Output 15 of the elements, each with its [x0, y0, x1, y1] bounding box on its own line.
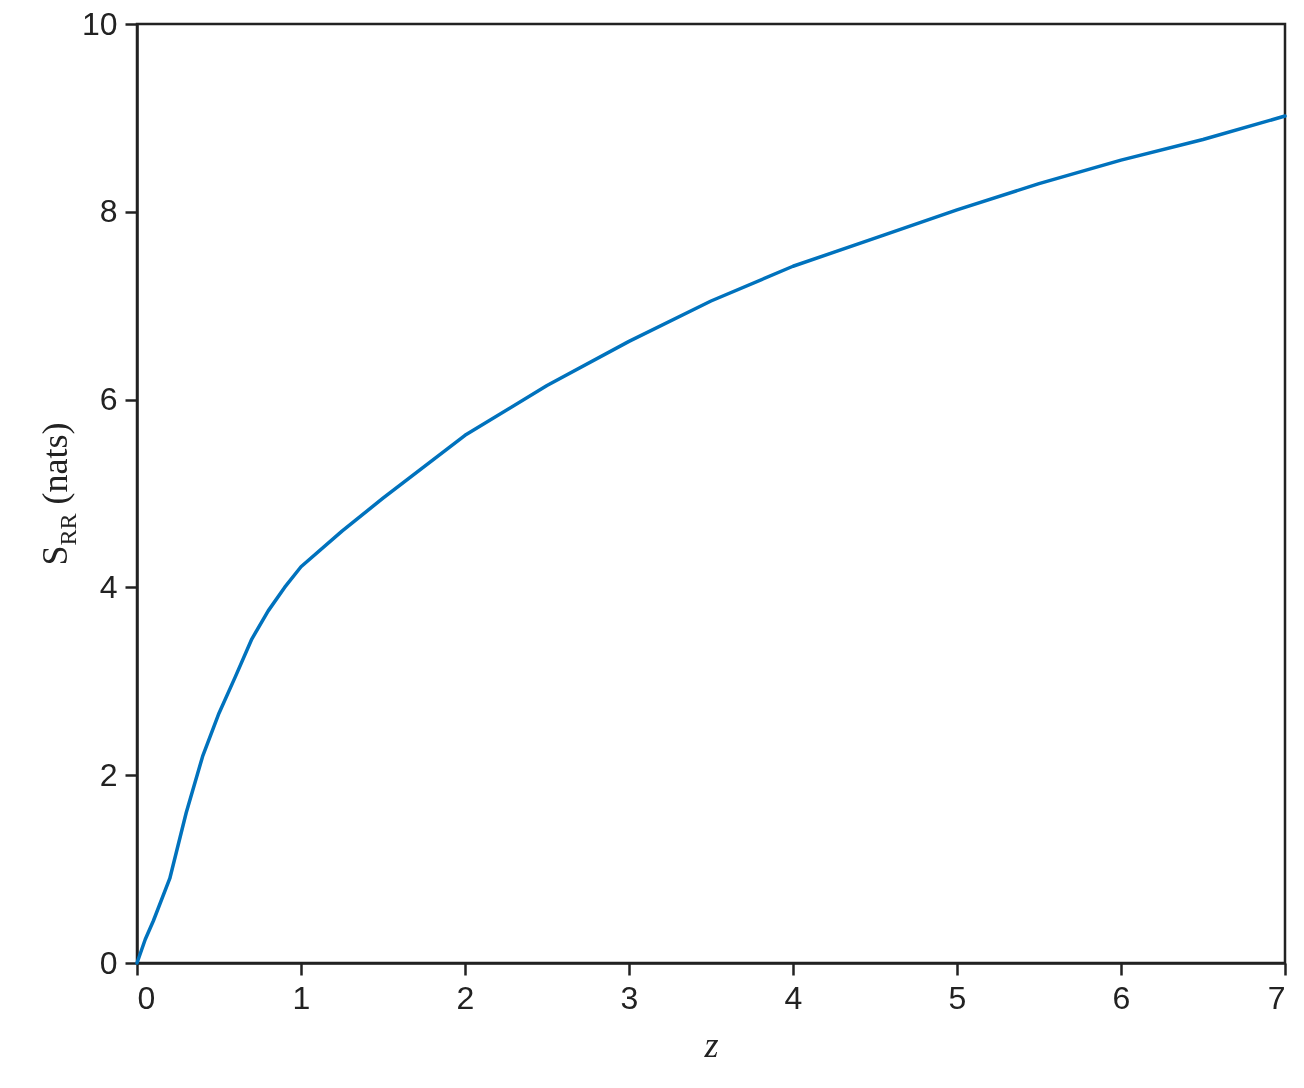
y-tick-label: 2 — [99, 756, 118, 793]
y-tick-label: 10 — [81, 5, 118, 42]
x-tick-label: 2 — [456, 979, 475, 1016]
y-tick-label: 4 — [99, 568, 118, 605]
x-tick-label: 5 — [948, 979, 967, 1016]
x-axis-title: z — [703, 1024, 719, 1065]
x-tick-label: 3 — [620, 979, 639, 1016]
x-tick-label: 7 — [1267, 979, 1286, 1016]
y-tick-label: 8 — [99, 193, 118, 230]
x-tick-label: 4 — [784, 979, 803, 1016]
y-tick-label: 0 — [99, 944, 118, 981]
x-tick-label: 6 — [1112, 979, 1131, 1016]
y-tick-label: 6 — [99, 381, 118, 418]
x-tick-label: 0 — [137, 979, 156, 1016]
x-tick-label: 1 — [292, 979, 311, 1016]
